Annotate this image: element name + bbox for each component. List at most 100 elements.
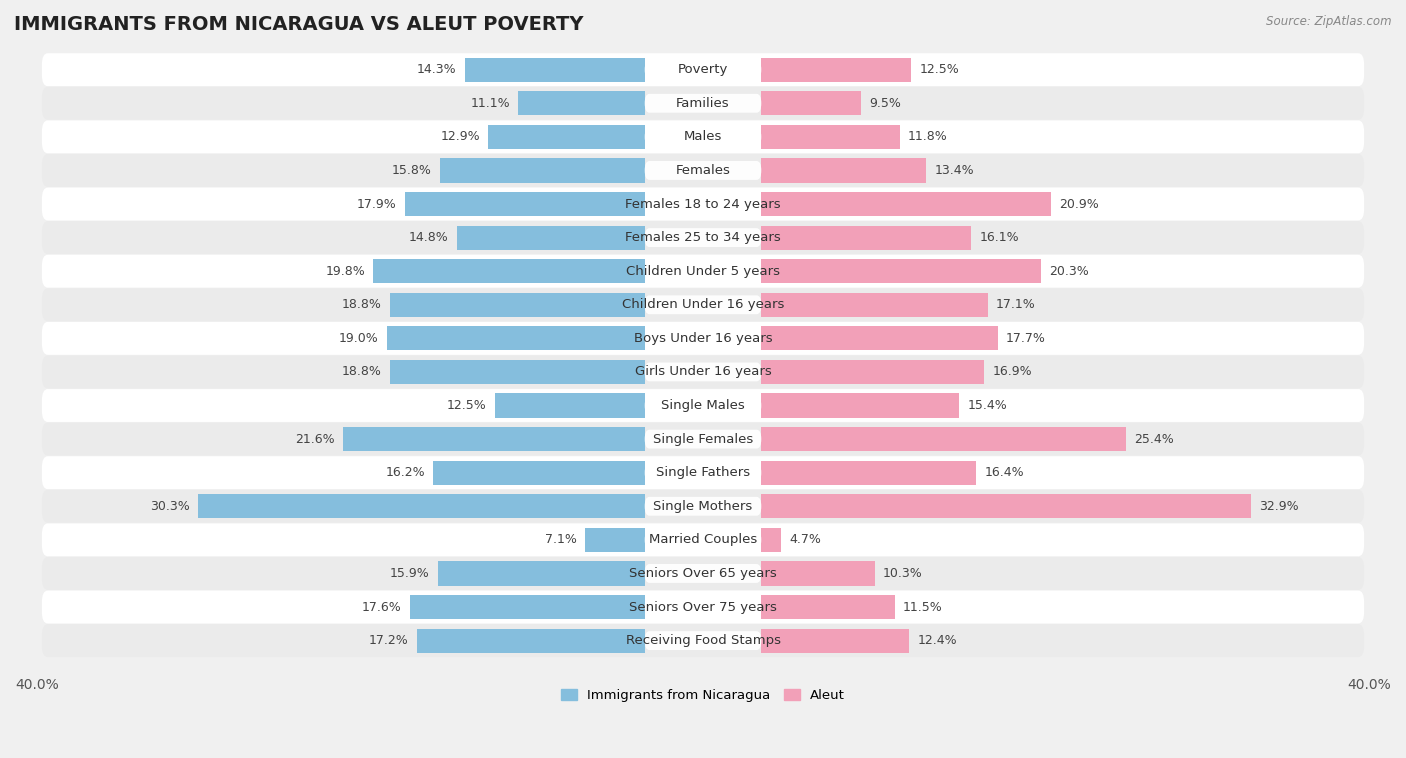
Text: 20.9%: 20.9%	[1059, 198, 1099, 211]
Text: Single Females: Single Females	[652, 433, 754, 446]
FancyBboxPatch shape	[645, 329, 761, 348]
Text: 14.8%: 14.8%	[409, 231, 449, 244]
Bar	[761, 58, 911, 82]
Legend: Immigrants from Nicaragua, Aleut: Immigrants from Nicaragua, Aleut	[555, 684, 851, 707]
FancyBboxPatch shape	[645, 228, 761, 247]
Text: IMMIGRANTS FROM NICARAGUA VS ALEUT POVERTY: IMMIGRANTS FROM NICARAGUA VS ALEUT POVER…	[14, 15, 583, 34]
Text: Females 18 to 24 years: Females 18 to 24 years	[626, 198, 780, 211]
Text: Children Under 5 years: Children Under 5 years	[626, 265, 780, 277]
Bar	[761, 158, 927, 183]
FancyBboxPatch shape	[42, 121, 1364, 153]
Text: Source: ZipAtlas.com: Source: ZipAtlas.com	[1267, 15, 1392, 28]
Text: 17.2%: 17.2%	[368, 634, 408, 647]
FancyBboxPatch shape	[42, 221, 1364, 254]
FancyBboxPatch shape	[42, 624, 1364, 657]
FancyBboxPatch shape	[42, 356, 1364, 388]
Bar	[761, 427, 1126, 451]
Text: 16.2%: 16.2%	[385, 466, 425, 479]
FancyBboxPatch shape	[42, 187, 1364, 221]
Text: Single Fathers: Single Fathers	[657, 466, 749, 479]
FancyBboxPatch shape	[645, 597, 761, 616]
Bar	[585, 528, 645, 552]
Bar	[761, 125, 900, 149]
Text: 18.8%: 18.8%	[342, 365, 381, 378]
Bar	[433, 461, 645, 485]
Text: Females: Females	[675, 164, 731, 177]
Bar	[488, 125, 645, 149]
Text: Boys Under 16 years: Boys Under 16 years	[634, 332, 772, 345]
FancyBboxPatch shape	[645, 631, 761, 650]
Text: Females 25 to 34 years: Females 25 to 34 years	[626, 231, 780, 244]
Text: Married Couples: Married Couples	[650, 534, 756, 547]
FancyBboxPatch shape	[42, 423, 1364, 456]
FancyBboxPatch shape	[42, 255, 1364, 287]
FancyBboxPatch shape	[42, 154, 1364, 187]
Text: 11.5%: 11.5%	[903, 600, 942, 613]
Text: Seniors Over 65 years: Seniors Over 65 years	[628, 567, 778, 580]
Bar	[761, 562, 875, 585]
FancyBboxPatch shape	[42, 490, 1364, 523]
Text: Single Mothers: Single Mothers	[654, 500, 752, 512]
FancyBboxPatch shape	[42, 288, 1364, 321]
Text: 7.1%: 7.1%	[544, 534, 576, 547]
Text: Receiving Food Stamps: Receiving Food Stamps	[626, 634, 780, 647]
Bar	[761, 192, 1052, 216]
Bar	[519, 91, 645, 115]
Bar	[457, 226, 645, 249]
Text: Males: Males	[683, 130, 723, 143]
FancyBboxPatch shape	[645, 61, 761, 79]
Text: 25.4%: 25.4%	[1135, 433, 1174, 446]
FancyBboxPatch shape	[645, 262, 761, 280]
Bar	[465, 58, 645, 82]
Bar	[761, 528, 782, 552]
Bar	[761, 259, 1040, 283]
Bar	[761, 393, 959, 418]
FancyBboxPatch shape	[645, 362, 761, 381]
FancyBboxPatch shape	[645, 396, 761, 415]
Bar	[761, 461, 976, 485]
Text: 12.5%: 12.5%	[447, 399, 486, 412]
Bar	[439, 562, 645, 585]
Bar	[387, 326, 645, 350]
Bar	[373, 259, 645, 283]
Bar	[761, 326, 998, 350]
FancyBboxPatch shape	[42, 524, 1364, 556]
Text: 17.6%: 17.6%	[361, 600, 402, 613]
FancyBboxPatch shape	[645, 296, 761, 314]
FancyBboxPatch shape	[645, 195, 761, 214]
Text: 14.3%: 14.3%	[418, 63, 457, 77]
FancyBboxPatch shape	[42, 456, 1364, 489]
Text: 4.7%: 4.7%	[790, 534, 821, 547]
Text: Children Under 16 years: Children Under 16 years	[621, 299, 785, 312]
Bar	[389, 293, 645, 317]
Bar	[411, 595, 645, 619]
Text: 10.3%: 10.3%	[883, 567, 922, 580]
Bar	[761, 91, 862, 115]
FancyBboxPatch shape	[42, 322, 1364, 355]
Bar	[416, 628, 645, 653]
Text: 12.9%: 12.9%	[440, 130, 479, 143]
Text: 21.6%: 21.6%	[295, 433, 335, 446]
FancyBboxPatch shape	[645, 463, 761, 482]
FancyBboxPatch shape	[645, 127, 761, 146]
Text: 9.5%: 9.5%	[869, 97, 901, 110]
FancyBboxPatch shape	[42, 590, 1364, 624]
FancyBboxPatch shape	[645, 161, 761, 180]
FancyBboxPatch shape	[42, 53, 1364, 86]
Text: 15.4%: 15.4%	[967, 399, 1008, 412]
FancyBboxPatch shape	[645, 430, 761, 449]
FancyBboxPatch shape	[42, 557, 1364, 590]
Bar	[343, 427, 645, 451]
Text: 32.9%: 32.9%	[1260, 500, 1299, 512]
Text: 16.1%: 16.1%	[980, 231, 1019, 244]
Bar	[761, 595, 894, 619]
Text: 30.3%: 30.3%	[150, 500, 190, 512]
Text: 11.8%: 11.8%	[908, 130, 948, 143]
Bar	[440, 158, 645, 183]
Text: 12.4%: 12.4%	[918, 634, 957, 647]
FancyBboxPatch shape	[645, 94, 761, 113]
Text: 17.1%: 17.1%	[995, 299, 1036, 312]
Text: Seniors Over 75 years: Seniors Over 75 years	[628, 600, 778, 613]
Text: 19.0%: 19.0%	[339, 332, 378, 345]
Text: 18.8%: 18.8%	[342, 299, 381, 312]
